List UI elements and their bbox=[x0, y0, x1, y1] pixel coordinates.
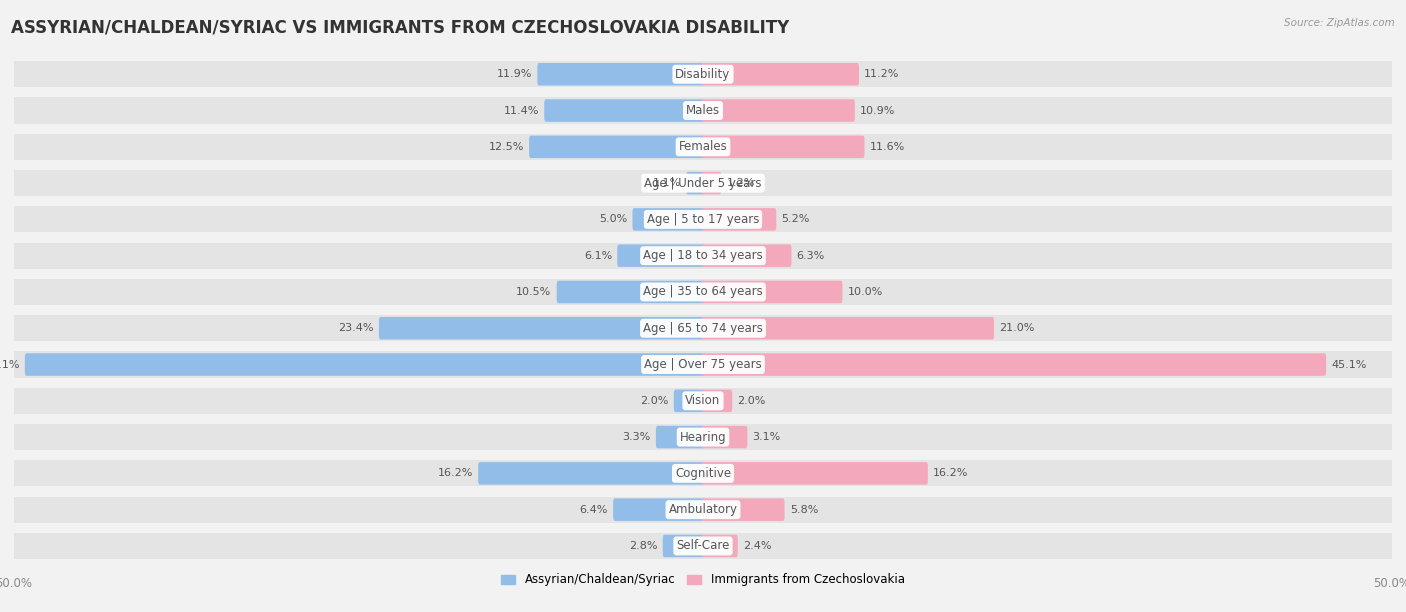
Text: Males: Males bbox=[686, 104, 720, 117]
Text: 6.1%: 6.1% bbox=[583, 251, 612, 261]
Text: 6.4%: 6.4% bbox=[579, 505, 607, 515]
FancyBboxPatch shape bbox=[655, 426, 704, 449]
FancyBboxPatch shape bbox=[14, 315, 1392, 341]
Text: Vision: Vision bbox=[685, 394, 721, 408]
FancyBboxPatch shape bbox=[14, 460, 1392, 487]
Text: Disability: Disability bbox=[675, 68, 731, 81]
Text: 6.3%: 6.3% bbox=[797, 251, 825, 261]
Text: 10.5%: 10.5% bbox=[516, 287, 551, 297]
FancyBboxPatch shape bbox=[702, 136, 865, 158]
FancyBboxPatch shape bbox=[702, 172, 721, 195]
Legend: Assyrian/Chaldean/Syriac, Immigrants from Czechoslovakia: Assyrian/Chaldean/Syriac, Immigrants fro… bbox=[496, 569, 910, 591]
FancyBboxPatch shape bbox=[544, 99, 704, 122]
FancyBboxPatch shape bbox=[14, 496, 1392, 523]
Text: Source: ZipAtlas.com: Source: ZipAtlas.com bbox=[1284, 18, 1395, 28]
Text: Age | 65 to 74 years: Age | 65 to 74 years bbox=[643, 322, 763, 335]
Text: 12.5%: 12.5% bbox=[488, 142, 524, 152]
FancyBboxPatch shape bbox=[702, 317, 994, 340]
FancyBboxPatch shape bbox=[662, 535, 704, 557]
FancyBboxPatch shape bbox=[14, 97, 1392, 124]
FancyBboxPatch shape bbox=[14, 279, 1392, 305]
Text: 21.0%: 21.0% bbox=[1000, 323, 1035, 334]
FancyBboxPatch shape bbox=[686, 172, 704, 195]
Text: 10.9%: 10.9% bbox=[860, 105, 896, 116]
Text: 5.2%: 5.2% bbox=[782, 214, 810, 225]
Text: 16.2%: 16.2% bbox=[437, 468, 472, 479]
FancyBboxPatch shape bbox=[537, 63, 704, 86]
Text: 5.0%: 5.0% bbox=[599, 214, 627, 225]
Text: Cognitive: Cognitive bbox=[675, 467, 731, 480]
Text: 1.2%: 1.2% bbox=[727, 178, 755, 188]
Text: 3.1%: 3.1% bbox=[752, 432, 780, 442]
Text: 3.3%: 3.3% bbox=[623, 432, 651, 442]
Text: 11.2%: 11.2% bbox=[865, 69, 900, 80]
Text: 2.8%: 2.8% bbox=[628, 541, 658, 551]
FancyBboxPatch shape bbox=[14, 242, 1392, 269]
FancyBboxPatch shape bbox=[14, 388, 1392, 414]
Text: ASSYRIAN/CHALDEAN/SYRIAC VS IMMIGRANTS FROM CZECHOSLOVAKIA DISABILITY: ASSYRIAN/CHALDEAN/SYRIAC VS IMMIGRANTS F… bbox=[11, 18, 790, 36]
Text: 16.2%: 16.2% bbox=[934, 468, 969, 479]
Text: Ambulatory: Ambulatory bbox=[668, 503, 738, 516]
FancyBboxPatch shape bbox=[617, 244, 704, 267]
Text: 1.1%: 1.1% bbox=[652, 178, 681, 188]
FancyBboxPatch shape bbox=[613, 498, 704, 521]
FancyBboxPatch shape bbox=[14, 206, 1392, 233]
Text: 11.9%: 11.9% bbox=[496, 69, 531, 80]
FancyBboxPatch shape bbox=[702, 353, 1326, 376]
FancyBboxPatch shape bbox=[25, 353, 704, 376]
FancyBboxPatch shape bbox=[673, 390, 704, 412]
Text: 11.6%: 11.6% bbox=[870, 142, 905, 152]
Text: 11.4%: 11.4% bbox=[503, 105, 538, 116]
Text: Age | 18 to 34 years: Age | 18 to 34 years bbox=[643, 249, 763, 262]
Text: Self-Care: Self-Care bbox=[676, 539, 730, 553]
FancyBboxPatch shape bbox=[702, 281, 842, 303]
Text: 5.8%: 5.8% bbox=[790, 505, 818, 515]
Text: 49.1%: 49.1% bbox=[0, 359, 20, 370]
Text: 10.0%: 10.0% bbox=[848, 287, 883, 297]
Text: Hearing: Hearing bbox=[679, 431, 727, 444]
Text: Age | Under 5 years: Age | Under 5 years bbox=[644, 177, 762, 190]
Text: Age | 5 to 17 years: Age | 5 to 17 years bbox=[647, 213, 759, 226]
FancyBboxPatch shape bbox=[529, 136, 704, 158]
FancyBboxPatch shape bbox=[702, 462, 928, 485]
FancyBboxPatch shape bbox=[702, 63, 859, 86]
FancyBboxPatch shape bbox=[557, 281, 704, 303]
FancyBboxPatch shape bbox=[702, 535, 738, 557]
Text: 2.4%: 2.4% bbox=[742, 541, 772, 551]
FancyBboxPatch shape bbox=[14, 134, 1392, 160]
FancyBboxPatch shape bbox=[14, 424, 1392, 450]
Text: Age | 35 to 64 years: Age | 35 to 64 years bbox=[643, 285, 763, 299]
FancyBboxPatch shape bbox=[702, 390, 733, 412]
FancyBboxPatch shape bbox=[702, 208, 776, 231]
FancyBboxPatch shape bbox=[478, 462, 704, 485]
FancyBboxPatch shape bbox=[702, 498, 785, 521]
Text: Females: Females bbox=[679, 140, 727, 154]
FancyBboxPatch shape bbox=[14, 61, 1392, 88]
FancyBboxPatch shape bbox=[633, 208, 704, 231]
FancyBboxPatch shape bbox=[702, 426, 748, 449]
Text: Age | Over 75 years: Age | Over 75 years bbox=[644, 358, 762, 371]
Text: 2.0%: 2.0% bbox=[738, 396, 766, 406]
Text: 23.4%: 23.4% bbox=[339, 323, 374, 334]
FancyBboxPatch shape bbox=[702, 244, 792, 267]
FancyBboxPatch shape bbox=[14, 533, 1392, 559]
FancyBboxPatch shape bbox=[14, 351, 1392, 378]
Text: 45.1%: 45.1% bbox=[1331, 359, 1367, 370]
FancyBboxPatch shape bbox=[14, 170, 1392, 196]
FancyBboxPatch shape bbox=[702, 99, 855, 122]
Text: 2.0%: 2.0% bbox=[640, 396, 669, 406]
FancyBboxPatch shape bbox=[380, 317, 704, 340]
